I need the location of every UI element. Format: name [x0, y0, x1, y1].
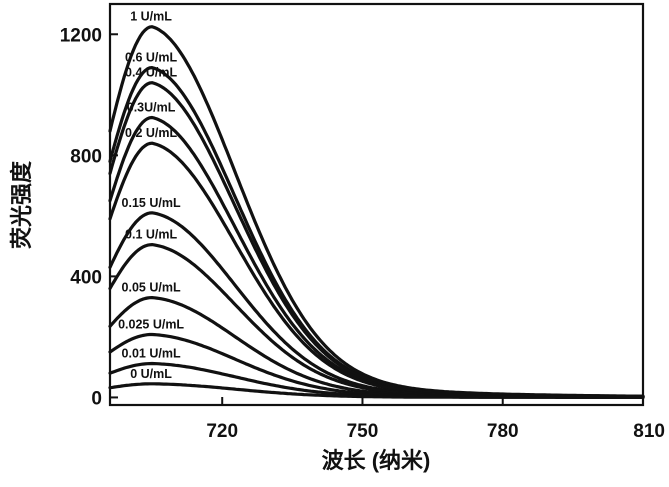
y-tick-label: 800 [70, 146, 102, 167]
series-labels: 1 U/mL 0.6 U/mL0.4 U/mL 0.3U/mL 0.2 U/mL 0.1… [118, 10, 184, 381]
series-line [110, 143, 643, 396]
series-label: 0.3U/mL [127, 100, 176, 114]
x-axis-title: 波长 (纳米) [322, 448, 431, 473]
x-tick-label: 780 [487, 421, 519, 442]
series-line [110, 118, 643, 397]
series-label: 0.6 U/mL [125, 51, 177, 65]
plot-frame [110, 4, 643, 405]
series-label: 0.05 U/mL [122, 281, 181, 295]
series-group [110, 27, 643, 398]
series-label: 0.4 U/mL [125, 66, 177, 80]
y-axis-title: 荧光强度 [9, 160, 34, 249]
series-label: 0.1 U/mL [125, 228, 177, 242]
x-axis: 720 750 780 810 [206, 397, 665, 442]
series-line [110, 213, 643, 397]
x-tick-label: 720 [206, 421, 238, 442]
x-tick-label: 750 [347, 421, 379, 442]
series-label: 0.15 U/mL [122, 196, 181, 210]
y-tick-label: 400 [70, 267, 102, 288]
series-line [110, 245, 643, 397]
y-tick-label: 0 [91, 388, 102, 409]
y-tick-label: 1200 [60, 25, 102, 46]
series-line [110, 83, 643, 397]
series-label: 1 U/mL [130, 10, 172, 24]
series-label: 0.025 U/mL [118, 317, 184, 331]
series-label: 0.01 U/mL [122, 347, 181, 361]
series-label: 0.2 U/mL [125, 126, 177, 140]
x-tick-label: 810 [633, 421, 665, 442]
series-label: 0 U/mL [130, 367, 172, 381]
